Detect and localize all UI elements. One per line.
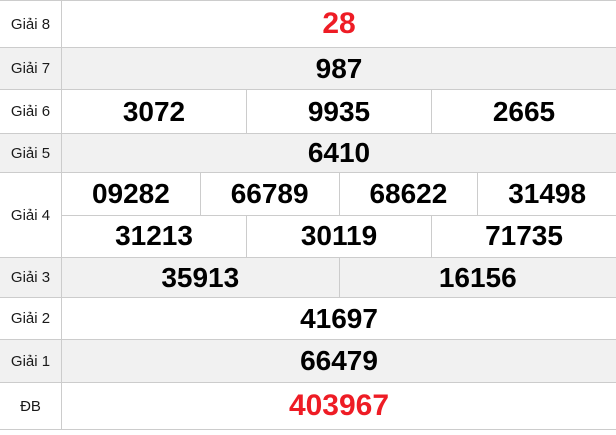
prize-number-giai-6-2: 9935 [246, 90, 431, 133]
prize-number-giai-3-1: 35913 [161, 261, 240, 293]
prize-number-giai-4-2: 66789 [199, 173, 339, 215]
prize-row-giai-3: Giải 3 35913 16156 [0, 258, 616, 298]
prize-number-giai-6-1: 3072 [122, 95, 186, 127]
prize-number-giai-5: 6410 [307, 137, 371, 168]
prize-cells-giai-8: 28 [62, 1, 616, 47]
prize-label-giai-7: Giải 7 [0, 48, 62, 89]
prize-row-giai-4: Giải 4 09282 66789 68622 31498 31213 301… [0, 173, 616, 258]
prize-number-giai-4-6: 30119 [246, 215, 431, 257]
prize-number-giai-4-1: 09282 [91, 177, 170, 209]
prize-number-giai-4-7: 71735 [431, 215, 616, 257]
prize-subrow-giai-4-top: 09282 66789 68622 31498 [62, 173, 616, 216]
prize-cells-giai-2: 41697 [62, 298, 616, 339]
prize-row-giai-5: Giải 5 6410 [0, 134, 616, 173]
prize-label-giai-3: Giải 3 [0, 258, 62, 297]
prize-number-giai-3-2: 16156 [338, 258, 616, 297]
prize-number-giai-1: 66479 [300, 345, 378, 376]
prize-number-giai-4-5: 31213 [115, 220, 193, 252]
prize-cells-giai-1: 66479 [62, 340, 616, 382]
prize-cells-giai-3: 35913 16156 [62, 258, 616, 297]
prize-label-giai-4: Giải 4 [0, 173, 62, 257]
prize-number-db: 403967 [288, 389, 390, 422]
prize-label-db: ĐB [0, 383, 62, 429]
prize-label-giai-6: Giải 6 [0, 90, 62, 133]
prize-subrow-giai-4-bottom: 31213 30119 71735 [62, 215, 616, 257]
prize-row-giai-2: Giải 2 41697 [0, 298, 616, 340]
prize-label-giai-8: Giải 8 [0, 1, 62, 47]
prize-number-giai-7: 987 [315, 52, 363, 84]
prize-cells-giai-5: 6410 [62, 134, 616, 172]
prize-number-giai-8: 28 [322, 7, 356, 40]
prize-row-giai-8: Giải 8 28 [0, 1, 616, 48]
prize-number-giai-4-4: 31498 [477, 173, 616, 215]
prize-cells-db: 403967 [62, 383, 616, 429]
prize-row-giai-1: Giải 1 66479 [0, 340, 616, 383]
prize-cells-giai-6: 3072 9935 2665 [62, 90, 616, 133]
prize-row-db: ĐB 403967 [0, 383, 616, 429]
prize-number-giai-2: 41697 [300, 302, 378, 334]
prize-label-giai-1: Giải 1 [0, 340, 62, 382]
prize-label-giai-2: Giải 2 [0, 298, 62, 339]
prize-row-giai-7: Giải 7 987 [0, 48, 616, 90]
prize-label-giai-5: Giải 5 [0, 134, 62, 172]
prize-number-giai-6-3: 2665 [431, 90, 616, 133]
prize-number-giai-4-3: 68622 [338, 173, 478, 215]
prize-cells-giai-4: 09282 66789 68622 31498 31213 30119 7173… [62, 173, 616, 257]
prize-row-giai-6: Giải 6 3072 9935 2665 [0, 90, 616, 134]
prize-cells-giai-7: 987 [62, 48, 616, 89]
